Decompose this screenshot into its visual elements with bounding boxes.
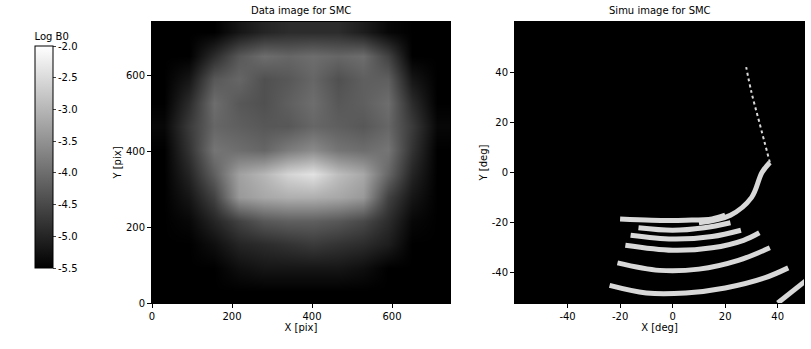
svg-text:20: 20 [495, 117, 508, 128]
svg-text:-20: -20 [612, 311, 628, 322]
svg-text:Log B0: Log B0 [35, 31, 69, 42]
svg-text:0: 0 [149, 311, 155, 322]
svg-text:400: 400 [302, 311, 321, 322]
svg-text:-4.5: -4.5 [58, 199, 78, 210]
svg-text:20: 20 [719, 311, 732, 322]
svg-text:Y [pix]: Y [pix] [112, 146, 123, 179]
svg-text:600: 600 [382, 311, 401, 322]
svg-text:Simu image for SMC: Simu image for SMC [609, 5, 711, 16]
svg-text:-5.5: -5.5 [58, 263, 78, 274]
svg-text:Y [deg]: Y [deg] [478, 144, 489, 181]
svg-text:0: 0 [669, 311, 675, 322]
svg-text:X [pix]: X [pix] [285, 322, 318, 333]
svg-text:600: 600 [126, 70, 145, 81]
svg-text:-3.0: -3.0 [58, 104, 78, 115]
svg-text:-4.0: -4.0 [58, 167, 78, 178]
svg-text:-2.0: -2.0 [58, 41, 78, 52]
svg-text:X [deg]: X [deg] [641, 322, 678, 333]
svg-text:0: 0 [502, 167, 508, 178]
svg-text:200: 200 [222, 311, 241, 322]
svg-text:200: 200 [126, 222, 145, 233]
svg-text:-40: -40 [492, 267, 508, 278]
svg-text:-20: -20 [492, 217, 508, 228]
svg-text:-5.0: -5.0 [58, 231, 78, 242]
svg-text:-3.5: -3.5 [58, 136, 78, 147]
svg-text:Data image for SMC: Data image for SMC [251, 5, 351, 16]
svg-text:40: 40 [771, 311, 784, 322]
svg-text:0: 0 [139, 298, 145, 309]
svg-text:400: 400 [126, 146, 145, 157]
svg-text:-40: -40 [559, 311, 575, 322]
svg-text:-2.5: -2.5 [58, 72, 78, 83]
svg-text:40: 40 [495, 67, 508, 78]
